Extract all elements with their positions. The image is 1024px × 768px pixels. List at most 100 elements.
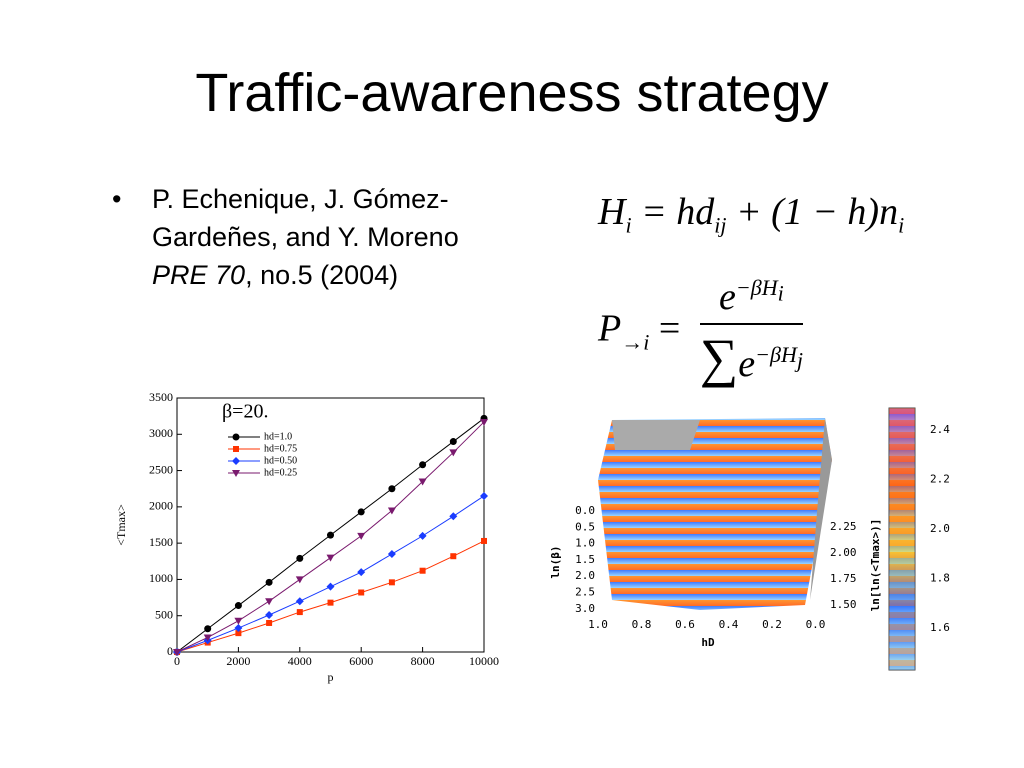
details: , no.5 (2004) bbox=[245, 260, 399, 290]
point bbox=[234, 624, 243, 633]
x-tick-label: 0 bbox=[174, 654, 180, 668]
point bbox=[358, 589, 365, 596]
y-tick-label: 0.0 bbox=[575, 504, 595, 517]
point bbox=[419, 461, 427, 469]
x-tick-label: 8000 bbox=[411, 654, 435, 668]
point bbox=[449, 512, 458, 521]
denominator: ∑e−βHj bbox=[700, 325, 803, 389]
point bbox=[265, 578, 273, 586]
colorbar-tick-label: 2.0 bbox=[930, 522, 950, 535]
legend-marker bbox=[232, 433, 240, 441]
sup-text: −βH bbox=[755, 342, 797, 368]
formula: Hi = hdij + (1 − h)ni bbox=[598, 190, 904, 239]
z-tick-label: 1.75 bbox=[830, 572, 857, 585]
lhs: P bbox=[598, 307, 622, 350]
x-tick-label: 0.0 bbox=[806, 618, 826, 631]
y-axis-label: <Tmax> bbox=[114, 504, 128, 546]
x-tick-label: 4000 bbox=[288, 654, 312, 668]
point bbox=[357, 532, 366, 540]
x-axis-label: p bbox=[328, 670, 334, 684]
x-tick-label: 0.2 bbox=[762, 618, 782, 631]
base: e bbox=[719, 276, 736, 318]
term: H bbox=[598, 191, 626, 233]
point bbox=[327, 531, 334, 539]
point bbox=[265, 598, 274, 606]
point bbox=[265, 610, 274, 619]
sup: −βHi bbox=[735, 275, 784, 305]
sub: →i bbox=[621, 329, 650, 355]
point bbox=[295, 597, 304, 606]
y-tick-label: 0 bbox=[167, 644, 173, 658]
y-tick-label: 0.5 bbox=[575, 520, 595, 533]
x-axis-label: hD bbox=[701, 636, 715, 649]
colorbar-tick-label: 1.8 bbox=[930, 572, 950, 585]
point bbox=[296, 554, 304, 562]
colorbar-tick-label: 2.2 bbox=[930, 473, 950, 486]
y-tick-label: 1.5 bbox=[575, 553, 595, 566]
sub: i bbox=[777, 280, 784, 306]
point bbox=[480, 491, 488, 500]
numerator: e−βHi bbox=[699, 275, 803, 325]
point bbox=[234, 617, 243, 625]
base: e bbox=[738, 343, 756, 385]
sub: i bbox=[625, 212, 632, 238]
sup-text: −βH bbox=[735, 275, 778, 301]
colorbar-tick-label: 2.4 bbox=[930, 423, 950, 436]
y-tick-label: 2.5 bbox=[575, 586, 595, 599]
z-tick-label: 2.25 bbox=[830, 520, 857, 533]
surface-side bbox=[810, 418, 832, 600]
point bbox=[295, 576, 304, 584]
colorbar-stripes bbox=[889, 408, 915, 670]
legend-label: hd=1.0 bbox=[264, 431, 292, 442]
journal: PRE 70 bbox=[152, 260, 246, 290]
legend-label: hd=0.25 bbox=[264, 467, 297, 478]
point bbox=[419, 567, 426, 574]
point bbox=[203, 634, 212, 642]
fraction: e−βHi ∑e−βHj bbox=[699, 275, 803, 389]
x-tick-label: 0.6 bbox=[675, 618, 695, 631]
plot-frame bbox=[176, 397, 485, 653]
legend-marker bbox=[232, 457, 240, 465]
surface bbox=[598, 418, 832, 610]
formula: P→i = e−βHi ∑e−βHj bbox=[598, 275, 803, 389]
z-tick-label: 1.50 bbox=[830, 598, 857, 611]
point bbox=[387, 550, 396, 559]
bullet: • P. Echenique, J. Gómez-Gardeñes, and Y… bbox=[112, 180, 532, 294]
point bbox=[450, 553, 457, 560]
point bbox=[357, 568, 366, 577]
y-tick-label: 3.0 bbox=[575, 602, 595, 615]
sub: ij bbox=[714, 212, 727, 238]
x-tick-label: 6000 bbox=[349, 654, 373, 668]
legend-marker bbox=[233, 446, 239, 452]
point bbox=[481, 537, 487, 544]
slide-title: Traffic-awareness strategy bbox=[195, 63, 829, 123]
point bbox=[387, 507, 396, 515]
y-tick-label: 3000 bbox=[149, 426, 173, 440]
point bbox=[480, 418, 488, 426]
bullet-text: P. Echenique, J. Gómez-Gardeñes, and Y. … bbox=[152, 180, 532, 294]
authors: P. Echenique, J. Gómez-Gardeñes, and Y. … bbox=[152, 184, 459, 252]
x-tick-label: 0.4 bbox=[719, 618, 739, 631]
x-tick-label: 1.0 bbox=[588, 618, 608, 631]
bullet-dot: • bbox=[112, 184, 122, 214]
point bbox=[388, 485, 396, 493]
legend-marker bbox=[232, 470, 240, 477]
point bbox=[173, 649, 181, 656]
colorbar-label: ln[ln(<Tmax>)] bbox=[869, 519, 882, 612]
point bbox=[296, 609, 303, 616]
point bbox=[418, 478, 427, 486]
point bbox=[449, 438, 457, 446]
annotation: β=20. bbox=[222, 401, 268, 423]
term: + (1 − h)n bbox=[726, 191, 899, 233]
x-tick-label: 0.8 bbox=[632, 618, 652, 631]
point bbox=[235, 630, 242, 637]
surface-back bbox=[612, 420, 700, 450]
y-tick-label: 2500 bbox=[149, 462, 173, 476]
series: hd=0.25 bbox=[173, 418, 488, 656]
y-tick-label: 1000 bbox=[149, 571, 173, 585]
y-tick-label: 500 bbox=[155, 607, 173, 621]
point bbox=[449, 449, 458, 457]
point bbox=[266, 619, 273, 626]
